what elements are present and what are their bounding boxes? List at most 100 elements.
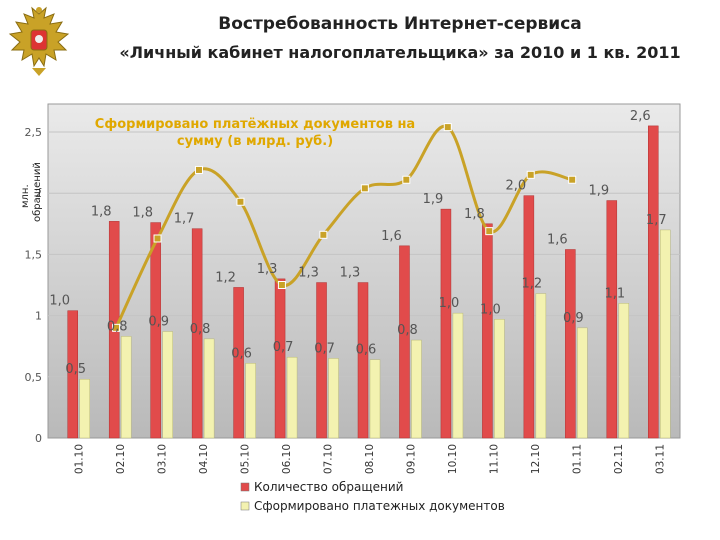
- x-tick-label: 08.10: [364, 444, 376, 474]
- data-label-requests: 1,9: [588, 184, 609, 199]
- bar-requests: [606, 200, 618, 439]
- sum-line: [112, 123, 577, 332]
- data-label-docs: 0,8: [190, 322, 211, 337]
- bar-docs: [162, 331, 173, 439]
- data-label-docs: 0,7: [314, 341, 335, 356]
- bar-requests: [191, 228, 203, 439]
- bar-docs: [286, 356, 298, 439]
- bar-docs: [369, 359, 381, 439]
- data-label-docs: 0,7: [273, 340, 294, 355]
- legend-swatch-docs: [240, 501, 250, 511]
- sum-line-point: [443, 123, 452, 132]
- data-label-requests: 1,8: [464, 207, 485, 222]
- sum-line-point: [236, 197, 245, 206]
- data-label-requests: 1,3: [298, 266, 319, 281]
- sum-line-point: [360, 184, 369, 193]
- bar-docs: [411, 339, 422, 439]
- bar-requests: [648, 125, 659, 439]
- x-tick-label: 06.10: [281, 444, 293, 474]
- legend: Количество обращений Сформировано платеж…: [240, 480, 505, 513]
- sum-line-point: [112, 323, 121, 332]
- bar-requests: [482, 223, 493, 439]
- sum-line-point: [402, 175, 411, 184]
- russian-coat-of-arms-icon: [8, 6, 70, 76]
- sum-line-point: [277, 281, 286, 289]
- data-label-docs: 0,6: [356, 343, 377, 358]
- sum-line-point: [485, 227, 494, 236]
- y-tick-label: 1,5: [25, 248, 43, 261]
- x-tick-label: 01.11: [571, 444, 583, 474]
- bar-requests: [274, 278, 286, 439]
- legend-label-docs: Сформировано платежных документов: [254, 499, 505, 513]
- bar-docs: [494, 319, 505, 439]
- data-label-docs: 1,0: [480, 302, 501, 317]
- bar-requests: [233, 287, 244, 439]
- data-label-requests: 1,8: [132, 206, 153, 221]
- line-annotation-line-1: Сформировано платёжных документов на: [95, 117, 415, 132]
- y-axis-label-line-1: млн.: [20, 184, 31, 208]
- data-label-requests: 1,8: [91, 204, 112, 219]
- data-label-requests: 1,6: [547, 233, 568, 248]
- bar-docs: [660, 229, 671, 439]
- y-tick-label: 2: [35, 187, 42, 200]
- bar-requests: [67, 310, 78, 439]
- y-tick-label: 1: [35, 310, 42, 323]
- bar-docs: [328, 358, 339, 439]
- chart-title-line-2: «Личный кабинет налогоплательщика» за 20…: [119, 43, 681, 62]
- data-label-docs: 0,9: [148, 315, 169, 330]
- x-tick-label: 12.10: [530, 444, 542, 474]
- x-tick-label: 11.10: [488, 444, 500, 474]
- chart-title-line-1: Востребованность Интернет-сервиса: [218, 14, 582, 34]
- bar-requests: [440, 208, 452, 439]
- line-annotation-line-2: сумму (в млрд. руб.): [177, 134, 333, 149]
- data-label-docs: 0,8: [397, 323, 418, 338]
- data-label-docs: 0,5: [65, 362, 86, 377]
- x-tick-label: 03.10: [157, 444, 169, 474]
- data-label-docs: 0,6: [231, 346, 252, 361]
- x-tick-label: 02.11: [613, 444, 625, 474]
- sum-line-point: [568, 175, 577, 184]
- bar-requests: [565, 249, 576, 439]
- bar-docs: [245, 363, 256, 439]
- data-label-requests: 1,7: [174, 212, 195, 227]
- bar-requests: [523, 195, 535, 439]
- data-label-requests: 2,0: [506, 179, 527, 194]
- y-axis-label-line-2: обращений: [32, 162, 43, 222]
- x-tick-label: 01.10: [74, 444, 86, 474]
- data-label-requests: 1,6: [381, 229, 402, 244]
- data-label-requests: 1,0: [49, 294, 70, 309]
- bar-docs: [452, 312, 464, 439]
- header: Востребованность Интернет-сервиса «Личны…: [0, 0, 720, 88]
- data-label-docs: 1,0: [439, 296, 460, 311]
- data-label-docs: 1,7: [646, 213, 667, 228]
- data-label-requests: 2,6: [630, 109, 651, 124]
- data-label-docs: 1,1: [604, 286, 625, 301]
- legend-label-requests: Количество обращений: [254, 480, 403, 494]
- x-tick-label: 05.10: [240, 444, 252, 474]
- x-tick-label: 02.10: [115, 444, 127, 474]
- y-tick-label: 0: [35, 432, 42, 445]
- bar-requests: [316, 282, 327, 439]
- bar-docs: [577, 327, 588, 439]
- data-label-requests: 1,9: [423, 192, 444, 207]
- data-label-requests: 1,3: [257, 262, 278, 277]
- data-labels: 1,0 0,5 1,8 0,8 1,8 0,9 1,7 0,8 1,2 0,6 1,3 0,7 1,3 0…: [49, 109, 666, 377]
- sum-line-point: [526, 170, 535, 179]
- sum-line-point: [194, 165, 203, 174]
- data-label-docs: 1,2: [522, 277, 543, 292]
- data-label-requests: 1,2: [215, 270, 236, 285]
- bar-requests: [399, 245, 410, 439]
- bar-docs: [535, 293, 547, 439]
- x-tick-label: 04.10: [198, 444, 210, 474]
- bar-docs: [79, 378, 90, 439]
- x-axis-ticks: 01.10 02.10 03.10 04.10 05.10 06.10 07.10 08.10…: [74, 444, 667, 474]
- sum-line-point: [319, 230, 328, 239]
- data-label-docs: 0,8: [107, 319, 128, 334]
- bar-docs: [203, 338, 215, 439]
- x-tick-label: 09.10: [405, 444, 417, 474]
- bar-requests: [357, 282, 369, 439]
- x-tick-label: 03.11: [654, 444, 666, 474]
- data-label-requests: 1,3: [340, 266, 361, 281]
- bar-docs: [618, 303, 630, 439]
